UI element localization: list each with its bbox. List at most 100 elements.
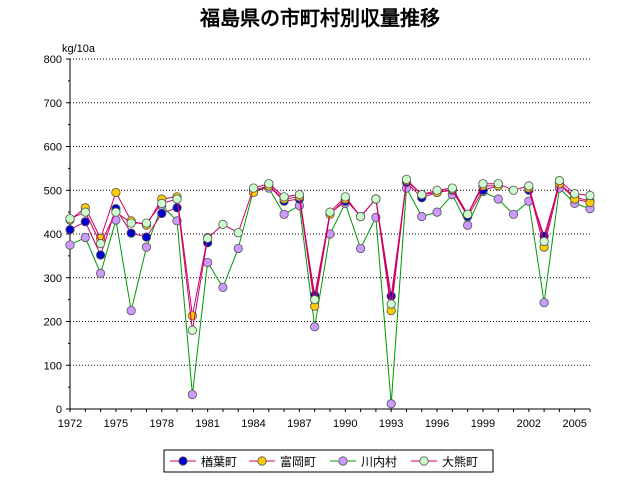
y-tick-label: 200 <box>44 317 62 329</box>
data-point <box>508 209 519 219</box>
y-tick-labels: 0 100 200 300 400 500 600 700 800 <box>44 54 62 416</box>
data-point <box>95 250 106 260</box>
data-point <box>355 243 366 254</box>
data-point <box>111 207 121 217</box>
chart-title: 福島県の市町村別収量推移 <box>199 6 440 30</box>
data-point <box>233 243 243 254</box>
data-point <box>172 203 182 213</box>
data-point <box>447 183 457 193</box>
data-point <box>478 179 488 189</box>
data-point <box>126 228 136 238</box>
series-1 <box>65 177 595 301</box>
legend-label: 川内村 <box>361 455 397 469</box>
x-tick-label: 1972 <box>58 418 82 430</box>
data-point <box>65 225 75 235</box>
x-tick-label: 1990 <box>333 418 357 430</box>
data-point <box>554 176 565 186</box>
data-point <box>524 181 534 191</box>
data-point <box>371 194 381 204</box>
data-point <box>111 187 121 198</box>
data-point <box>126 218 136 228</box>
data-point <box>508 185 519 195</box>
x-tick-label: 1984 <box>241 418 265 430</box>
series-layer <box>65 174 595 409</box>
y-tick-label: 700 <box>44 98 62 110</box>
x-tick-label: 1987 <box>287 418 311 430</box>
data-point <box>65 240 75 250</box>
legend-label: 大熊町 <box>442 454 478 469</box>
data-point <box>340 192 350 202</box>
data-point <box>157 208 167 219</box>
data-point <box>233 228 243 238</box>
data-point <box>126 305 136 316</box>
legend-label: 楢葉町 <box>201 454 237 469</box>
x-tick-label: 1993 <box>379 418 403 430</box>
y-tick-label: 400 <box>44 229 62 241</box>
data-point <box>539 236 549 247</box>
data-point <box>355 211 366 222</box>
legend-label: 富岡町 <box>280 454 316 469</box>
data-point <box>141 232 152 242</box>
legend-marker <box>338 456 348 466</box>
x-tick-label: 2002 <box>517 418 541 430</box>
data-point <box>463 209 473 219</box>
series-line <box>69 178 591 331</box>
data-point <box>463 220 473 230</box>
data-point <box>157 198 167 208</box>
data-point <box>417 190 427 200</box>
data-point <box>294 190 305 200</box>
data-point <box>80 207 90 217</box>
legend-marker <box>257 456 267 466</box>
x-tick-label: 1996 <box>425 418 449 430</box>
data-point <box>203 233 213 243</box>
data-point <box>95 268 106 278</box>
data-point <box>310 322 320 332</box>
data-point <box>432 207 442 217</box>
data-point <box>187 389 197 400</box>
data-point <box>585 190 595 201</box>
legend: 楢葉町 富岡町 川内村 大熊町 <box>163 449 494 473</box>
data-point <box>539 298 549 308</box>
data-point <box>310 295 320 305</box>
data-point <box>570 189 580 199</box>
data-point <box>141 218 152 228</box>
data-point <box>187 325 197 335</box>
legend-item: 楢葉町 <box>170 454 237 469</box>
data-point <box>172 194 182 204</box>
data-point <box>401 174 412 184</box>
data-point <box>80 232 90 243</box>
data-point <box>95 239 106 249</box>
data-point <box>386 299 396 309</box>
y-axis-unit-label: kg/10a <box>62 43 96 55</box>
data-point <box>386 399 396 409</box>
data-point <box>218 219 228 229</box>
data-point <box>279 192 289 202</box>
data-point <box>432 185 442 195</box>
y-tick-label: 300 <box>44 273 62 285</box>
data-point <box>279 209 289 219</box>
data-point <box>248 183 259 193</box>
legend-marker <box>178 456 188 466</box>
x-tick-label: 2005 <box>562 418 586 430</box>
x-tick-label: 1978 <box>150 418 174 430</box>
x-tick-labels: 1972 1975 1978 1981 1984 1987 1990 1993 1996 1999… <box>58 418 587 430</box>
data-point <box>218 282 228 292</box>
series-4 <box>65 174 595 335</box>
y-tick-label: 600 <box>44 142 62 154</box>
data-point <box>493 194 503 204</box>
legend-item: 大熊町 <box>411 454 478 469</box>
x-tick-label: 1981 <box>195 418 219 430</box>
x-tick-label: 1975 <box>104 418 128 430</box>
data-point <box>386 291 396 301</box>
data-point <box>325 207 335 217</box>
data-point <box>203 257 213 268</box>
y-tick-label: 100 <box>44 360 62 372</box>
legend-item: 川内村 <box>330 455 397 469</box>
y-tick-label: 0 <box>56 404 62 416</box>
data-point <box>141 242 152 252</box>
data-point <box>264 179 274 189</box>
x-tick-label: 1999 <box>471 418 495 430</box>
y-tick-label: 800 <box>44 54 62 66</box>
data-point <box>493 179 503 189</box>
